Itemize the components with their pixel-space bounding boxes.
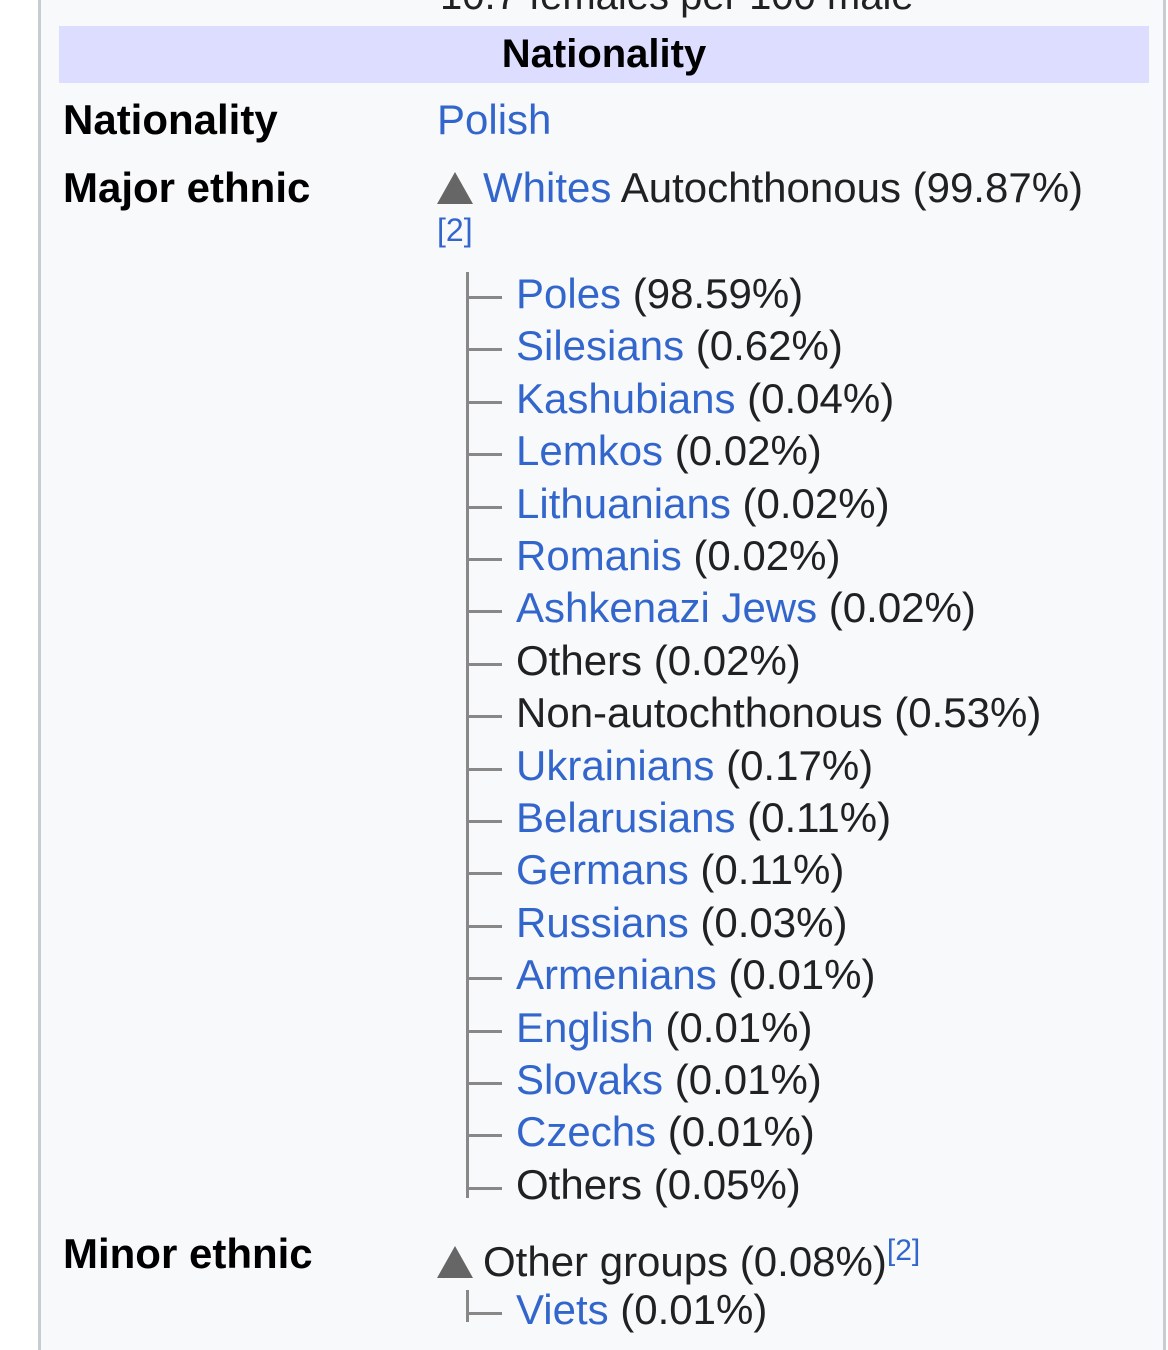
nationality-value: Polish	[437, 96, 551, 144]
ethnic-group-link[interactable]: Belarusians	[516, 794, 736, 841]
ethnic-group-name: Others	[516, 636, 643, 684]
ethnic-group-percentage: (0.05%)	[642, 1160, 801, 1208]
tree-item-text: Russians (0.03%)	[516, 897, 847, 949]
ethnic-group-link[interactable]: Czechs	[516, 1108, 657, 1156]
tree-branch-line	[466, 1082, 502, 1085]
triangle-up-icon	[437, 1246, 473, 1278]
reference-link[interactable]: [2]	[437, 212, 473, 248]
nationality-label: Nationality	[63, 96, 278, 143]
reference-link[interactable]: [2]	[886, 1234, 921, 1267]
ethnic-group-link[interactable]: Slovaks	[516, 1056, 664, 1103]
tree-item-text: English (0.01%)	[516, 1002, 813, 1054]
ethnic-group-percentage: (0.17%)	[714, 741, 874, 789]
ethnic-group-link[interactable]: Ukrainians	[516, 741, 715, 789]
ethnic-group-percentage: (0.01%)	[663, 1056, 822, 1103]
ethnic-group-link[interactable]: Russians	[516, 898, 689, 946]
tree-branch-line	[466, 1186, 502, 1190]
ethnic-group-percentage: (0.04%)	[735, 374, 895, 422]
tree-line-major	[466, 272, 469, 1198]
tree-branch-line	[466, 1312, 502, 1315]
tree-branch-line	[466, 1029, 502, 1033]
tree-branch-line	[466, 400, 502, 404]
ethnic-group-percentage: (0.11%)	[688, 846, 845, 894]
autochthonous-text: Autochthonous (99.87%)	[620, 164, 1084, 211]
ethnic-group-percentage: (0.01%)	[608, 1286, 768, 1333]
tree-branch-line	[466, 453, 502, 457]
tree-item-text: Silesians (0.62%)	[516, 320, 843, 372]
ethnic-group-link[interactable]: Romanis	[516, 532, 682, 579]
tree-item-text: Romanis (0.02%)	[516, 530, 840, 582]
tree-branch-line	[466, 558, 502, 561]
whites-link[interactable]: Whites	[483, 164, 612, 211]
tree-item-text: Germans (0.11%)	[516, 844, 844, 896]
tree-line-minor	[466, 1290, 469, 1322]
tree-item-text: Others (0.02%)	[516, 635, 801, 687]
tree-item-text: Armenians (0.01%)	[516, 949, 876, 1001]
minor-ethnic-label: Minor ethnic	[63, 1230, 313, 1277]
ethnic-group-link[interactable]: English	[516, 1003, 654, 1051]
tree-branch-line	[466, 610, 502, 614]
ethnic-group-percentage: (0.11%)	[735, 794, 892, 841]
triangle-up-icon	[437, 172, 473, 204]
ethnic-group-link[interactable]: Poles	[516, 270, 622, 317]
section-header-nationality: Nationality	[59, 26, 1149, 83]
ethnic-group-percentage: (0.53%)	[882, 689, 1042, 737]
tree-branch-line	[466, 662, 502, 666]
ethnic-group-percentage: (0.01%)	[656, 1108, 815, 1156]
ethnic-group-percentage: (0.02%)	[817, 584, 976, 632]
tree-branch-line	[466, 872, 502, 876]
major-ethnic-lead: Whites Autochthonous (99.87%)	[437, 164, 1083, 212]
ethnic-group-percentage: (0.01%)	[716, 951, 876, 999]
tree-branch-line	[466, 977, 502, 981]
ethnic-group-link[interactable]: Viets	[516, 1286, 609, 1333]
tree-branch-line	[466, 348, 502, 352]
ethnic-group-link[interactable]: Armenians	[516, 951, 717, 999]
infobox	[38, 0, 1166, 1350]
ethnic-group-percentage: (0.03%)	[688, 898, 848, 946]
tree-item-text: Czechs (0.01%)	[516, 1106, 815, 1158]
other-groups-text: Other groups (0.08%)	[483, 1238, 887, 1285]
tree-item-text: Lemkos (0.02%)	[516, 425, 822, 477]
tree-branch-line	[466, 924, 502, 928]
tree-item-text: Lithuanians (0.02%)	[516, 478, 890, 530]
tree-item-text: Ukrainians (0.17%)	[516, 740, 873, 792]
ethnic-group-percentage: (98.59%)	[621, 270, 804, 317]
ethnic-group-name: Non-autochthonous	[516, 689, 883, 737]
tree-branch-line	[466, 715, 502, 719]
tree-item-text: Others (0.05%)	[516, 1159, 801, 1211]
tree-item-text: Non-autochthonous (0.53%)	[516, 687, 1041, 739]
tree-branch-line	[466, 1134, 502, 1138]
ethnic-group-name: Others	[516, 1160, 643, 1208]
tree-branch-line	[466, 767, 502, 771]
ethnic-group-link[interactable]: Lemkos	[516, 427, 664, 475]
ethnic-group-link[interactable]: Ashkenazi Jews	[516, 584, 818, 632]
minor-ethnic-lead: Other groups (0.08%)[2]	[437, 1234, 920, 1286]
ethnic-group-link[interactable]: Lithuanians	[516, 479, 731, 527]
tree-item-text: Belarusians (0.11%)	[516, 792, 891, 844]
ethnic-group-percentage: (0.62%)	[684, 322, 843, 370]
tree-item-text: Slovaks (0.01%)	[516, 1054, 822, 1106]
tree-branch-line	[466, 505, 502, 509]
major-ethnic-label: Major ethnic	[63, 164, 311, 211]
ethnic-group-percentage: (0.02%)	[681, 532, 841, 579]
ethnic-group-percentage: (0.02%)	[642, 636, 801, 684]
ethnic-group-link[interactable]: Silesians	[516, 322, 685, 370]
sex-ratio-text: 10.7 females per 100 male	[440, 0, 914, 19]
ethnic-group-percentage: (0.02%)	[663, 427, 822, 475]
polish-link[interactable]: Polish	[437, 96, 552, 143]
tree-item-text: Ashkenazi Jews (0.02%)	[516, 582, 976, 634]
tree-item-text: Viets (0.01%)	[516, 1284, 767, 1336]
ethnic-group-link[interactable]: Kashubians	[516, 374, 736, 422]
ethnic-group-percentage: (0.01%)	[653, 1003, 813, 1051]
tree-item-text: Poles (98.59%)	[516, 268, 803, 320]
tree-branch-line	[466, 820, 502, 823]
tree-item-text: Kashubians (0.04%)	[516, 373, 894, 425]
tree-branch-line	[466, 296, 502, 299]
ethnic-group-link[interactable]: Germans	[516, 846, 689, 894]
ethnic-group-percentage: (0.02%)	[730, 479, 890, 527]
